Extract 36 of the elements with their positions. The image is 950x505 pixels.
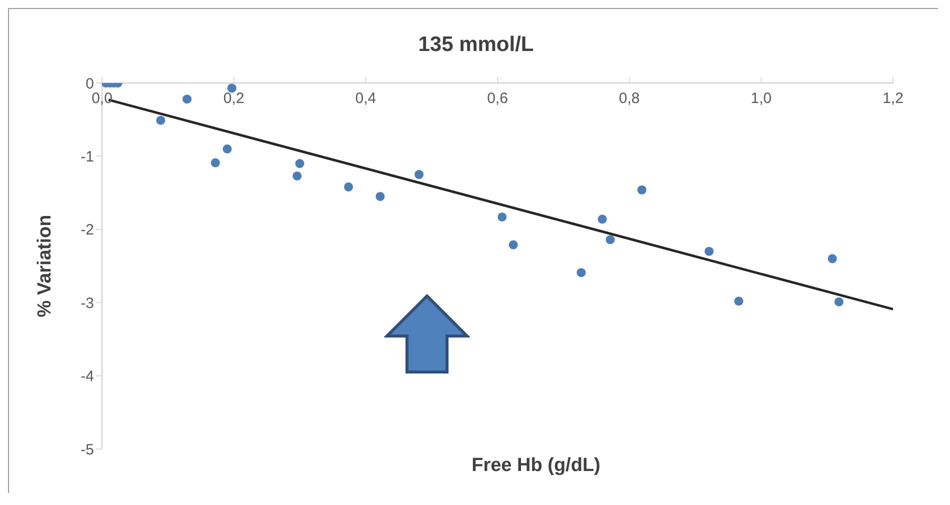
point — [292, 171, 302, 180]
x-axis-title: Free Hb (g/dL) — [472, 455, 600, 476]
point — [414, 170, 424, 180]
point — [376, 192, 385, 201]
y-tick-label: -4 — [80, 368, 94, 386]
point — [222, 144, 232, 154]
point — [344, 182, 354, 192]
point — [210, 158, 220, 168]
y-tick-label: -2 — [80, 222, 94, 239]
point — [834, 297, 844, 306]
x-tick-label: 0,6 — [487, 90, 508, 107]
x-tick-label: 0,8 — [618, 90, 640, 107]
x-tick-label: 1,0 — [750, 90, 772, 107]
point — [734, 296, 744, 306]
point — [295, 159, 304, 168]
point — [828, 254, 837, 264]
point — [182, 94, 192, 104]
point — [227, 84, 236, 93]
y-tick-label: -5 — [80, 441, 94, 458]
y-axis-title: % Variation — [34, 214, 56, 318]
point — [576, 268, 586, 278]
point — [156, 116, 166, 125]
point — [606, 235, 615, 244]
x-tick-label: 0,0 — [92, 90, 112, 107]
x-tick-label: 0,4 — [355, 90, 376, 107]
x-tick-label: 0,2 — [223, 90, 244, 107]
point — [598, 214, 607, 224]
point — [704, 246, 714, 256]
y-tick-label: 0 — [86, 75, 94, 92]
y-tick-label: -1 — [80, 148, 94, 166]
point — [508, 240, 518, 250]
point — [637, 185, 646, 194]
x-tick-label: 1,2 — [882, 90, 904, 107]
chart-title: 135 mmol/L — [417, 33, 535, 57]
y-tick-label: -3 — [80, 294, 94, 312]
point — [498, 212, 507, 222]
